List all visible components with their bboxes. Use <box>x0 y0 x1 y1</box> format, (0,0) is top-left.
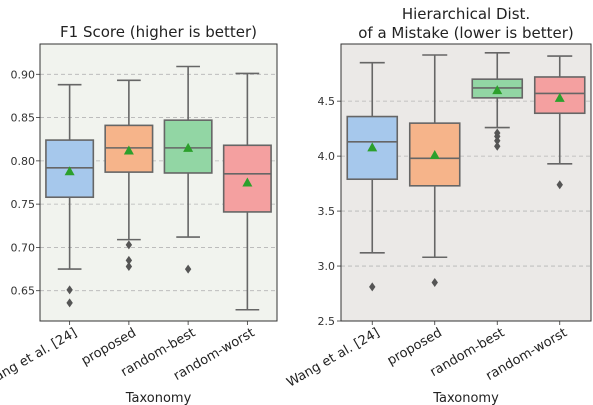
outlier-point <box>369 282 376 292</box>
y-tick-label: 3.5 <box>318 205 336 218</box>
chart-title: Hierarchical Dist. <box>402 5 530 23</box>
outlier-point <box>184 264 192 274</box>
mean-marker <box>123 145 134 155</box>
y-tick-label: 0.75 <box>11 198 36 211</box>
mean-marker <box>242 177 253 187</box>
outlier-point <box>125 261 133 271</box>
outlier-point <box>494 136 501 146</box>
y-tick-label: 4.0 <box>318 150 336 163</box>
box-1 <box>346 61 399 292</box>
mean-marker <box>492 85 503 95</box>
x-tick-label: Wang et al. [24] <box>284 325 382 390</box>
mean-marker <box>367 142 378 152</box>
chart-panel-1: 0.65 0.70 0.75 0.80 0.85 0.90 Wang et al. [24]… <box>0 23 278 405</box>
y-tick-label: 3.0 <box>318 260 336 273</box>
x-tick-label: Wang et al. [24] <box>0 325 80 390</box>
box-2 <box>408 54 461 288</box>
y-tick-label: 2.5 <box>318 315 336 328</box>
x-axis-label: Taxonomy <box>432 391 499 405</box>
box-3 <box>163 65 213 274</box>
outlier-point <box>125 240 133 250</box>
mean-marker <box>429 150 440 160</box>
mean-marker <box>183 142 194 152</box>
outlier-point <box>494 141 501 151</box>
box-3 <box>471 51 524 151</box>
outlier-point <box>556 180 563 190</box>
chart-title: F1 Score (higher is better) <box>60 23 257 41</box>
box-2 <box>104 79 154 271</box>
mean-marker <box>554 92 565 102</box>
y-tick-label: 0.80 <box>11 155 36 168</box>
axes-frame <box>39 43 278 322</box>
mean-marker <box>64 166 75 176</box>
outlier-point <box>66 298 73 308</box>
outlier-point <box>125 255 133 265</box>
chart-title: of a Mistake (lower is better) <box>358 24 573 42</box>
y-tick-label: 0.70 <box>11 241 36 254</box>
outlier-point <box>66 285 73 295</box>
y-tick-label: 4.5 <box>318 95 336 108</box>
box-4 <box>222 72 272 311</box>
box-1 <box>45 83 95 308</box>
y-tick-label: 0.65 <box>11 285 36 298</box>
axes-frame <box>340 43 592 322</box>
outlier-point <box>431 278 438 288</box>
x-axis-label: Taxonomy <box>125 391 192 405</box>
y-tick-label: 0.85 <box>11 112 36 125</box>
box-4 <box>533 55 586 190</box>
y-tick-label: 0.90 <box>11 68 36 81</box>
